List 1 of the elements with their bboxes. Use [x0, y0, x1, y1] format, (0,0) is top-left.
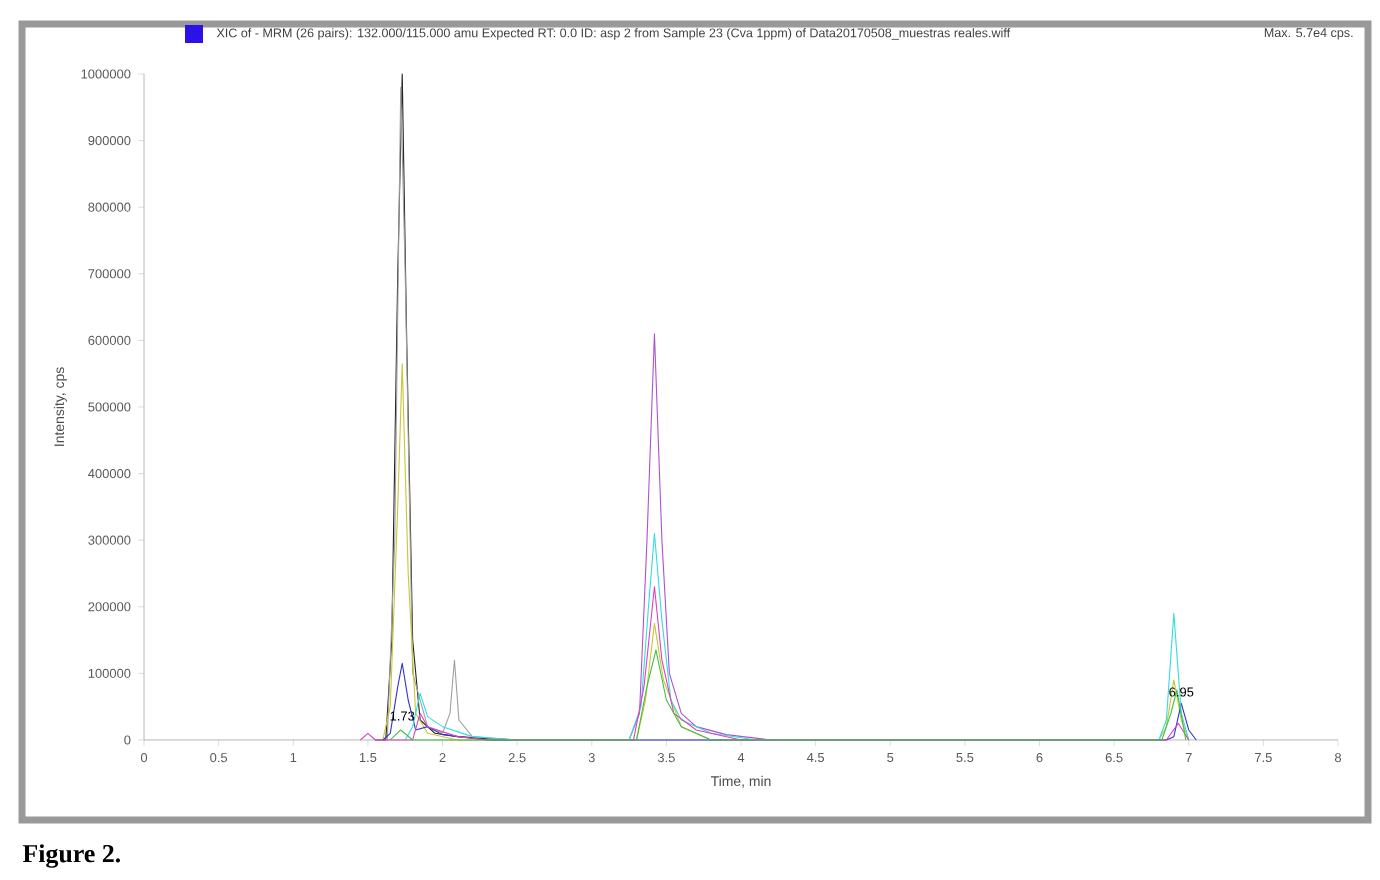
caption: Figure 2.	[22, 844, 121, 868]
